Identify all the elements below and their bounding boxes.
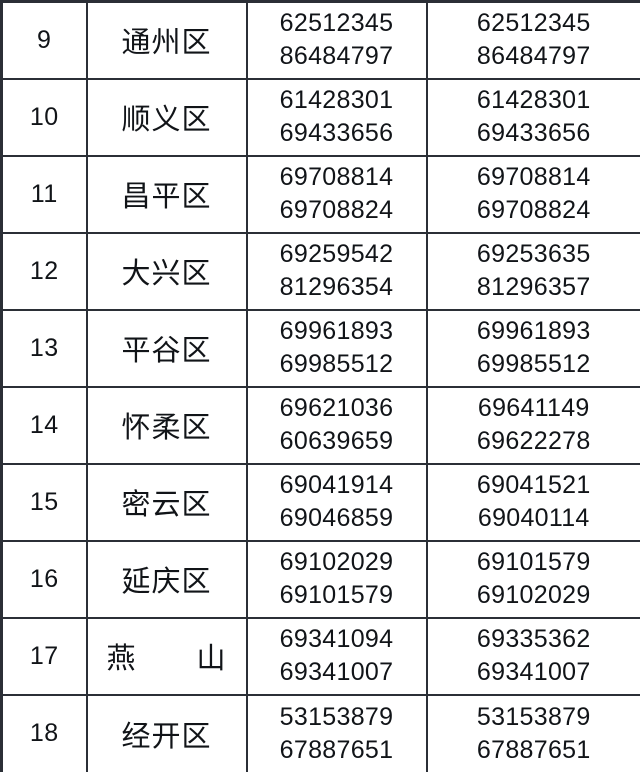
cell-row-index: 18 xyxy=(0,693,88,772)
phone-number: 69341094 xyxy=(279,625,394,653)
phone-number: 86484797 xyxy=(476,42,591,71)
cell-row-index: 17 xyxy=(0,616,88,696)
cell-row-index: 14 xyxy=(0,385,88,465)
phone-number: 53153879 xyxy=(279,702,394,731)
table-row: 13 平谷区 69961893 69985512 69961893 69985512 xyxy=(0,308,640,388)
cell-row-index: 9 xyxy=(0,0,88,80)
phone-number: 69985512 xyxy=(476,350,591,378)
phone-number: 69641149 xyxy=(477,394,590,422)
cell-phone-column-a: 69259542 81296354 xyxy=(245,231,428,311)
phone-number: 69253635 xyxy=(476,240,591,268)
phone-number: 69341007 xyxy=(279,658,394,686)
cell-district-name: 密云区 xyxy=(85,462,248,542)
cell-district-name: 经开区 xyxy=(85,693,248,772)
phone-number: 86484797 xyxy=(279,42,394,71)
phone-number: 69708824 xyxy=(279,196,394,224)
cell-phone-column-a: 69102029 69101579 xyxy=(245,539,428,619)
cell-phone-column-a: 69341094 69341007 xyxy=(245,616,428,696)
cell-district-name: 昌平区 xyxy=(85,154,248,234)
phone-number: 60639659 xyxy=(279,427,394,455)
cell-row-index: 12 xyxy=(0,231,88,311)
cell-row-index: 15 xyxy=(0,462,88,542)
phone-number: 69101579 xyxy=(476,548,591,576)
cell-district-name: 顺义区 xyxy=(85,77,248,157)
table-row: 12 大兴区 69259542 81296354 69253635 81296357 xyxy=(0,231,640,311)
table-row: 15 密云区 69041914 69046859 69041521 69040114 xyxy=(0,462,640,542)
cell-phone-column-b: 69253635 81296357 xyxy=(425,231,640,311)
table-row: 16 延庆区 69102029 69101579 69101579 69102029 xyxy=(0,539,640,619)
cell-phone-column-b: 69041521 69040114 xyxy=(425,462,640,542)
cell-row-index: 16 xyxy=(0,539,88,619)
cell-phone-column-b: 61428301 69433656 xyxy=(425,77,640,157)
phone-number: 69708824 xyxy=(476,196,591,224)
phone-number: 69040114 xyxy=(477,504,590,532)
table-row: 11 昌平区 69708814 69708824 69708814 69708824 xyxy=(0,154,640,234)
phone-number: 61428301 xyxy=(279,86,394,114)
phone-number: 69259542 xyxy=(279,240,394,268)
cell-district-name: 大兴区 xyxy=(85,231,248,311)
cell-district-name: 通州区 xyxy=(85,0,248,80)
cell-phone-column-a: 53153879 67887651 xyxy=(245,693,428,772)
phone-number: 69335362 xyxy=(476,625,591,653)
phone-number: 69433656 xyxy=(476,119,591,147)
cell-phone-column-b: 53153879 67887651 xyxy=(425,693,640,772)
phone-number: 69041914 xyxy=(279,471,394,499)
cell-phone-column-b: 69641149 69622278 xyxy=(425,385,640,465)
phone-number: 69102029 xyxy=(476,581,591,609)
cell-row-index: 10 xyxy=(0,77,88,157)
phone-number: 69708814 xyxy=(279,163,394,191)
cell-district-name: 燕 山 xyxy=(85,616,248,696)
cell-phone-column-a: 69621036 60639659 xyxy=(245,385,428,465)
table-row: 14 怀柔区 69621036 60639659 69641149 69622278 xyxy=(0,385,640,465)
phone-number: 69433656 xyxy=(279,119,394,147)
cell-district-name: 延庆区 xyxy=(85,539,248,619)
cell-district-name: 平谷区 xyxy=(85,308,248,388)
phone-number: 81296354 xyxy=(279,273,394,301)
phone-number: 69041521 xyxy=(476,471,591,499)
cell-phone-column-b: 69961893 69985512 xyxy=(425,308,640,388)
cell-row-index: 11 xyxy=(0,154,88,234)
phone-number: 69961893 xyxy=(476,317,591,345)
phone-number: 69708814 xyxy=(476,163,591,191)
table-row: 10 顺义区 61428301 69433656 61428301 69433656 xyxy=(0,77,640,157)
phone-number: 69621036 xyxy=(279,394,394,422)
phone-number: 69341007 xyxy=(476,658,591,686)
table-row: 17 燕 山 69341094 69341007 69335362 69341007 xyxy=(0,616,640,696)
phone-number: 81296357 xyxy=(476,273,591,301)
phone-number: 69985512 xyxy=(279,350,394,378)
cell-phone-column-a: 61428301 69433656 xyxy=(245,77,428,157)
cell-phone-column-a: 69961893 69985512 xyxy=(245,308,428,388)
table-row: 18 经开区 53153879 67887651 53153879 67887651 xyxy=(0,693,640,772)
cell-phone-column-a: 69041914 69046859 xyxy=(245,462,428,542)
phone-number: 69102029 xyxy=(279,548,394,576)
cell-row-index: 13 xyxy=(0,308,88,388)
phone-number: 69961893 xyxy=(279,317,394,345)
phone-number: 67887651 xyxy=(279,735,394,764)
cell-phone-column-b: 69708814 69708824 xyxy=(425,154,640,234)
phone-number: 61428301 xyxy=(476,86,591,114)
phone-number: 69046859 xyxy=(279,504,394,532)
phone-number: 69101579 xyxy=(279,581,394,609)
cell-district-name: 怀柔区 xyxy=(85,385,248,465)
phone-number: 62512345 xyxy=(279,9,394,38)
phone-number: 67887651 xyxy=(476,735,591,764)
phone-number: 69622278 xyxy=(476,427,591,455)
cell-phone-column-a: 62512345 86484797 xyxy=(245,0,428,80)
table-row: 9 通州区 62512345 86484797 62512345 86484797 xyxy=(0,0,640,80)
cell-phone-column-b: 69101579 69102029 xyxy=(425,539,640,619)
cell-phone-column-b: 62512345 86484797 xyxy=(425,0,640,80)
phone-number: 62512345 xyxy=(476,9,591,38)
cell-phone-column-a: 69708814 69708824 xyxy=(245,154,428,234)
cell-phone-column-b: 69335362 69341007 xyxy=(425,616,640,696)
phone-number: 53153879 xyxy=(476,702,591,731)
